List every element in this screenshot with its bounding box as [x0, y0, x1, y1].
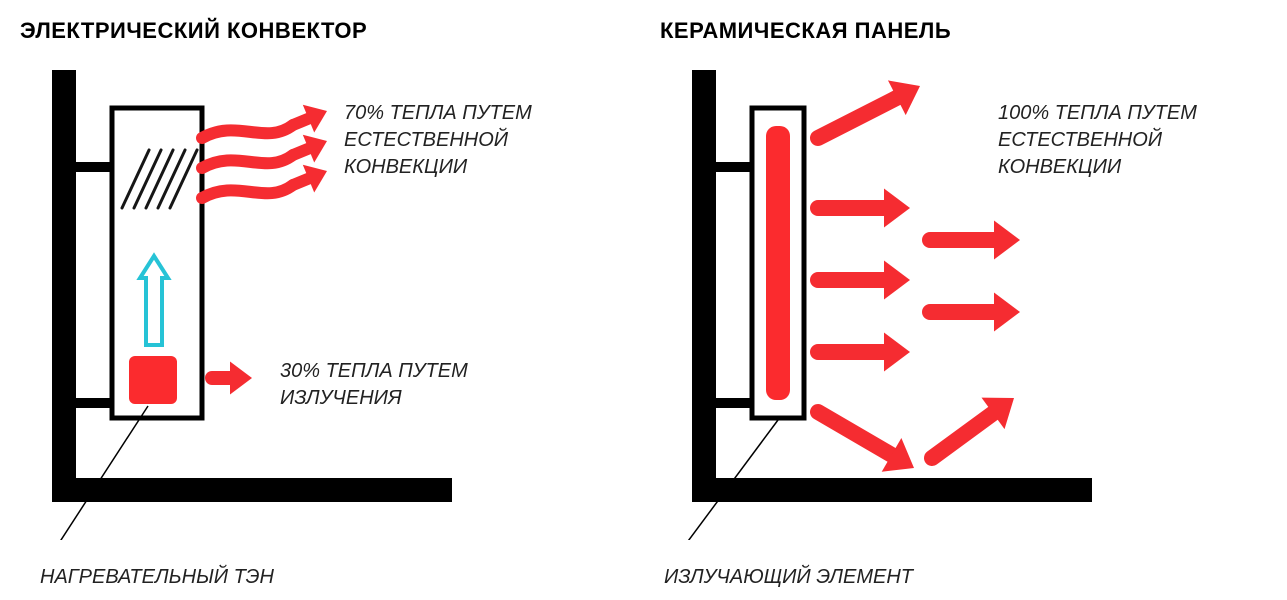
right-caption-top: 100% ТЕПЛА ПУТЕМ ЕСТЕСТВЕННОЙ КОНВЕКЦИИ [998, 100, 1197, 181]
right-diagram: КЕРАМИЧЕСКАЯ ПАНЕЛЬ 100% ТЕПЛА ПУТЕМ ЕСТ… [660, 0, 1270, 600]
left-caption-top: 70% ТЕПЛА ПУТЕМ ЕСТЕСТВЕННОЙ КОНВЕКЦИИ [344, 100, 532, 181]
left-label: НАГРЕВАТЕЛЬНЫЙ ТЭН [40, 566, 274, 589]
left-svg [20, 0, 630, 540]
right-label: ИЗЛУЧАЮЩИЙ ЭЛЕМЕНТ [664, 566, 913, 589]
left-caption-bottom: 30% ТЕПЛА ПУТЕМ ИЗЛУЧЕНИЯ [280, 358, 468, 412]
left-diagram: ЭЛЕКТРИЧЕСКИЙ КОНВЕКТОР 70% ТЕПЛА ПУТЕМ … [20, 0, 630, 600]
right-svg [660, 0, 1270, 540]
